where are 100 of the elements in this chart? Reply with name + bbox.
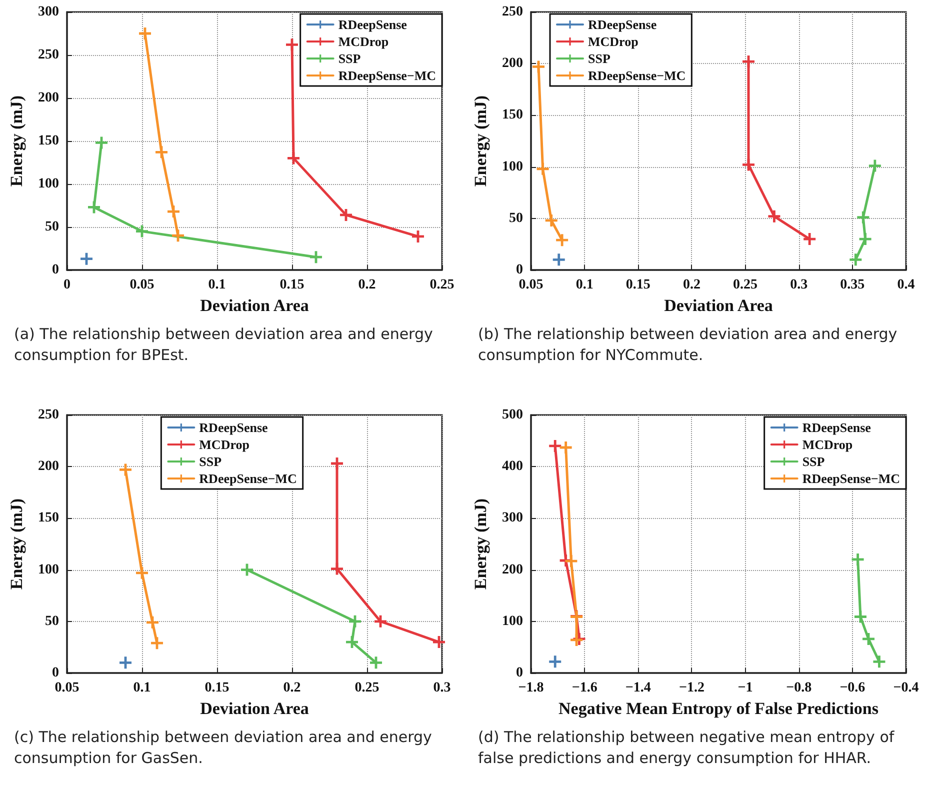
x-tick-label: 0.35 [840, 278, 865, 292]
point [374, 615, 386, 628]
y-axis-title: Energy (mJ) [471, 498, 490, 590]
point [156, 146, 168, 158]
point [136, 225, 148, 238]
y-tick-label: 50 [45, 614, 59, 629]
point [80, 252, 92, 265]
y-tick-label: 300 [502, 510, 523, 526]
point [120, 656, 132, 669]
point [172, 230, 184, 242]
y-axis-title: Energy (mJ) [7, 498, 26, 590]
x-tick-label: 0.1 [208, 278, 226, 292]
point [96, 136, 108, 149]
x-tick-label: −1.2 [678, 680, 704, 696]
x-tick-label: −1 [738, 680, 753, 696]
point [852, 553, 864, 566]
x-tick-label: 0 [64, 278, 70, 292]
y-tick-label: 0 [516, 262, 523, 278]
x-tick-label: 0.1 [576, 278, 594, 292]
legend-label: SSP [338, 51, 361, 66]
x-tick-label: −0.8 [786, 680, 812, 696]
y-tick-label: 150 [38, 510, 59, 526]
point [532, 60, 544, 73]
point [146, 616, 158, 628]
point [151, 637, 163, 650]
x-tick-label: −1.6 [572, 680, 598, 696]
legend-label: RDeepSense−MC [802, 471, 900, 486]
y-tick-label: 0 [52, 666, 59, 680]
x-tick-label: 0.25 [354, 680, 380, 696]
text: (b) The relationship between deviation area and energy consumption for NYCommute. [477, 324, 898, 366]
x-tick-label: 0.05 [54, 680, 80, 696]
x-tick-label: −0.6 [840, 680, 866, 696]
point [88, 201, 100, 214]
point [349, 615, 361, 628]
point [850, 254, 862, 266]
point [768, 210, 780, 222]
x-axis-title: Deviation Area [664, 296, 774, 315]
legend-label: MCDrop [588, 34, 638, 49]
legend-label: SSP [199, 454, 222, 469]
text: (c) The relationship between deviation area and energy consumption for GasSen. [13, 727, 433, 769]
point [560, 442, 572, 454]
legend-label: RDeepSense−MC [338, 68, 436, 83]
point [310, 251, 322, 264]
point [862, 632, 874, 645]
point [549, 656, 562, 668]
legend-label: RDeepSense [588, 17, 657, 32]
point [857, 211, 870, 224]
y-tick-label: 250 [38, 48, 59, 62]
x-tick-label: 0.4 [897, 278, 915, 292]
point [565, 555, 578, 568]
x-tick-label: 0.25 [430, 278, 454, 292]
point [241, 564, 253, 576]
y-tick-label: 250 [38, 408, 59, 422]
x-tick-label: 0.3 [433, 680, 451, 696]
x-axis-title: Negative Mean Entropy of False Predictions [558, 698, 879, 718]
point [545, 214, 558, 226]
point [868, 160, 881, 172]
x-tick-label: 0.05 [130, 278, 154, 292]
y-tick-label: 100 [38, 176, 59, 192]
x-tick-label: 0.2 [682, 278, 700, 292]
legend-label: SSP [588, 51, 610, 66]
point [804, 233, 816, 246]
y-tick-label: 250 [502, 4, 523, 20]
x-axis-title: Deviation Area [200, 296, 310, 315]
y-tick-label: 500 [502, 408, 523, 422]
x-tick-label: 0.1 [133, 680, 151, 696]
legend-label: RDeepSense−MC [588, 68, 686, 83]
y-tick-label: 0 [516, 666, 523, 680]
y-tick-label: 100 [38, 562, 59, 578]
y-tick-label: 200 [502, 562, 523, 578]
legend-label: RDeepSense [199, 420, 268, 435]
point [136, 566, 148, 579]
y-tick-label: 100 [502, 159, 523, 174]
legend-label: MCDrop [802, 437, 853, 452]
y-tick-label: 200 [502, 56, 523, 72]
legend-label: RDeepSense−MC [199, 471, 297, 486]
point [552, 254, 565, 266]
y-tick-label: 50 [509, 210, 523, 226]
x-tick-label: 0.15 [280, 278, 304, 292]
point [556, 234, 568, 246]
x-tick-label: 0.2 [358, 278, 376, 292]
y-tick-label: 400 [502, 459, 523, 474]
text: (d) The relationship between negative mean entropy of false predictions and energy consumption for HHAR. [477, 727, 896, 769]
x-tick-label: 0.15 [204, 680, 230, 696]
text: (a) The relationship between deviation area and energy consumption for BPEst. [13, 324, 434, 366]
point [120, 464, 132, 476]
y-tick-label: 150 [502, 108, 523, 123]
legend-label: RDeepSense [338, 17, 408, 32]
x-tick-label: −1.4 [625, 680, 651, 696]
point [742, 158, 754, 171]
legend-label: RDeepSense [802, 420, 872, 435]
point [536, 162, 549, 175]
point [370, 656, 382, 669]
legend-label: MCDrop [199, 437, 250, 452]
point [288, 152, 300, 164]
point [873, 656, 886, 668]
x-tick-label: −0.4 [893, 680, 919, 696]
x-tick-label: 0.2 [283, 680, 301, 696]
y-tick-label: 100 [502, 614, 523, 629]
x-axis-title: Deviation Area [200, 698, 310, 718]
